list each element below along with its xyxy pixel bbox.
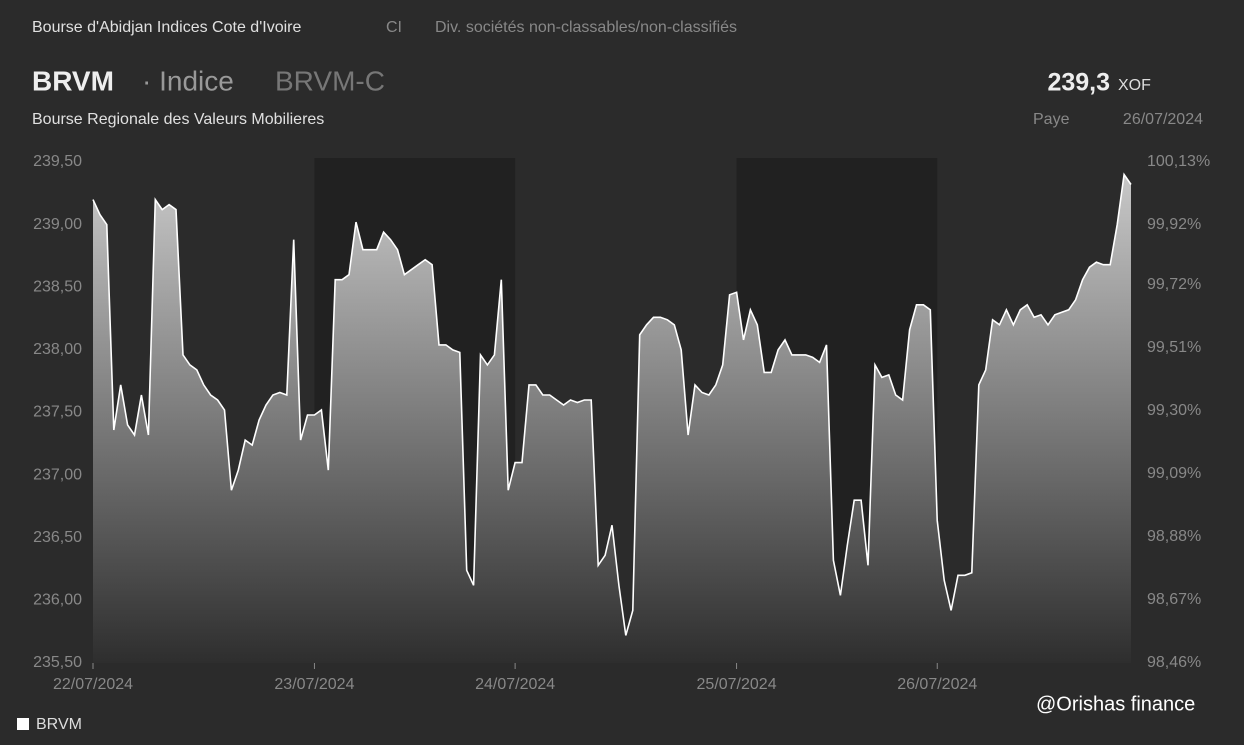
currency: XOF <box>1118 77 1151 94</box>
y2-tick-label: 98,67% <box>1147 591 1201 608</box>
date: 26/07/2024 <box>1123 111 1203 128</box>
x-tick-label: 25/07/2024 <box>697 676 777 693</box>
x-tick-label: 24/07/2024 <box>475 676 555 693</box>
y-tick-label: 236,00 <box>33 592 82 609</box>
legend-swatch <box>17 718 29 730</box>
kind: · Indice <box>142 65 234 96</box>
line <box>92 172 1132 636</box>
y2-tick-label: 98,46% <box>1147 654 1201 671</box>
full-name: Bourse Regionale des Valeurs Mobilieres <box>32 111 324 128</box>
country: CI <box>386 19 402 36</box>
y-tick-label: 239,50 <box>33 153 82 170</box>
x-tick-label: 23/07/2024 <box>274 676 354 693</box>
y2-tick-label: 99,51% <box>1147 339 1201 356</box>
sector: Div. sociétés non-classables/non-classif… <box>435 19 737 36</box>
y2-tick-label: 100,13% <box>1147 153 1210 170</box>
y-tick-label: 238,00 <box>33 341 82 358</box>
ticker: BRVM-C <box>275 65 385 96</box>
watermark: @Orishas finance <box>1036 693 1195 715</box>
y-tick-label: 235,50 <box>33 654 82 671</box>
price: 239,3 <box>1047 69 1110 97</box>
y-tick-label: 237,00 <box>33 466 82 483</box>
y-tick-label: 237,50 <box>33 404 82 421</box>
status: Paye <box>1033 111 1070 128</box>
y2-tick-label: 99,72% <box>1147 276 1201 293</box>
x-tick-label: 22/07/2024 <box>53 676 133 693</box>
y2-tick-label: 99,92% <box>1147 216 1201 233</box>
y-tick-label: 238,50 <box>33 278 82 295</box>
symbol: BRVM <box>32 65 114 96</box>
y2-tick-label: 99,09% <box>1147 465 1201 482</box>
y2-tick-label: 98,88% <box>1147 528 1201 545</box>
area <box>93 174 1131 663</box>
legend-label: BRVM <box>36 716 82 733</box>
y-tick-label: 239,00 <box>33 216 82 233</box>
x-tick-label: 26/07/2024 <box>897 676 977 693</box>
exchange: Bourse d'Abidjan Indices Cote d'Ivoire <box>32 19 301 36</box>
y-tick-label: 236,50 <box>33 529 82 546</box>
y2-tick-label: 99,30% <box>1147 402 1201 419</box>
